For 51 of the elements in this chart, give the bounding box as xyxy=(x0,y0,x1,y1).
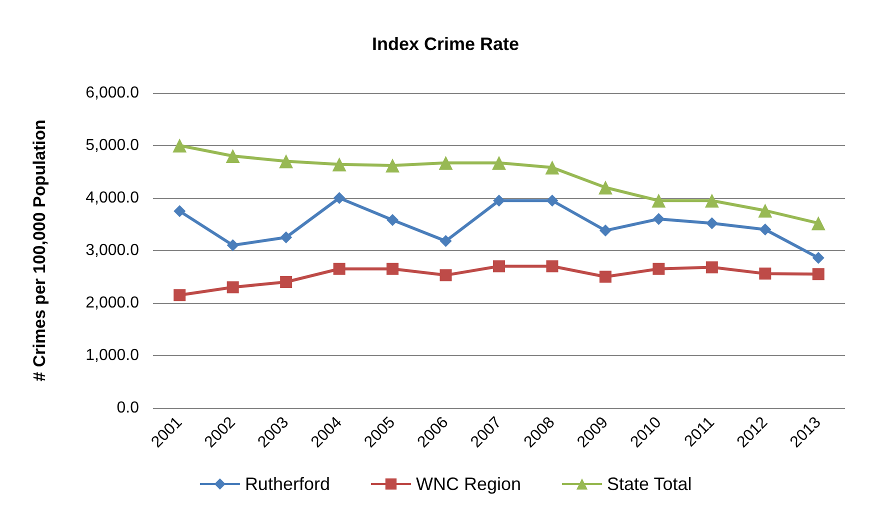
point xyxy=(812,268,824,280)
point xyxy=(438,156,453,170)
point xyxy=(759,268,772,280)
y-tick-label: 2,000.0 xyxy=(86,294,140,312)
point xyxy=(440,269,452,282)
point xyxy=(492,156,506,170)
point xyxy=(280,276,292,288)
point xyxy=(812,252,824,264)
point xyxy=(493,260,505,272)
y-tick-label: 3,000.0 xyxy=(86,242,140,259)
point xyxy=(759,224,772,236)
point xyxy=(599,270,612,283)
legend-label: Rutherford xyxy=(244,474,330,494)
point xyxy=(333,262,346,275)
point xyxy=(706,261,718,274)
legend-label: WNC Region xyxy=(416,474,522,494)
y-axis-title: # Crimes per 100,000 Population xyxy=(30,120,49,382)
point xyxy=(758,204,772,218)
point xyxy=(332,157,346,172)
point xyxy=(598,180,612,194)
y-tick-label: 0.0 xyxy=(116,400,140,416)
point xyxy=(546,194,558,207)
point xyxy=(652,194,666,208)
point xyxy=(599,224,612,237)
point xyxy=(279,154,294,168)
point xyxy=(440,235,452,248)
point xyxy=(386,262,399,275)
point xyxy=(226,149,240,163)
point xyxy=(333,192,346,204)
point xyxy=(280,231,292,244)
point xyxy=(174,205,186,218)
point xyxy=(226,239,239,252)
point xyxy=(386,214,399,226)
point xyxy=(706,217,718,230)
chart-title: Index Crime Rate xyxy=(372,34,520,54)
point xyxy=(226,281,239,294)
y-tick-label: 1,000.0 xyxy=(86,347,140,364)
point xyxy=(546,260,558,272)
point xyxy=(704,194,719,208)
point xyxy=(172,138,187,152)
point xyxy=(811,216,826,230)
point xyxy=(545,160,560,175)
point xyxy=(652,213,665,225)
y-tick-label: 6,000.0 xyxy=(86,84,140,102)
point xyxy=(652,262,665,275)
y-tick-label: 5,000.0 xyxy=(86,137,140,154)
point xyxy=(386,158,400,172)
y-tick-label: 4,000.0 xyxy=(86,190,140,206)
legend-label: State Total xyxy=(607,474,692,494)
point xyxy=(493,194,505,207)
point xyxy=(174,289,186,302)
